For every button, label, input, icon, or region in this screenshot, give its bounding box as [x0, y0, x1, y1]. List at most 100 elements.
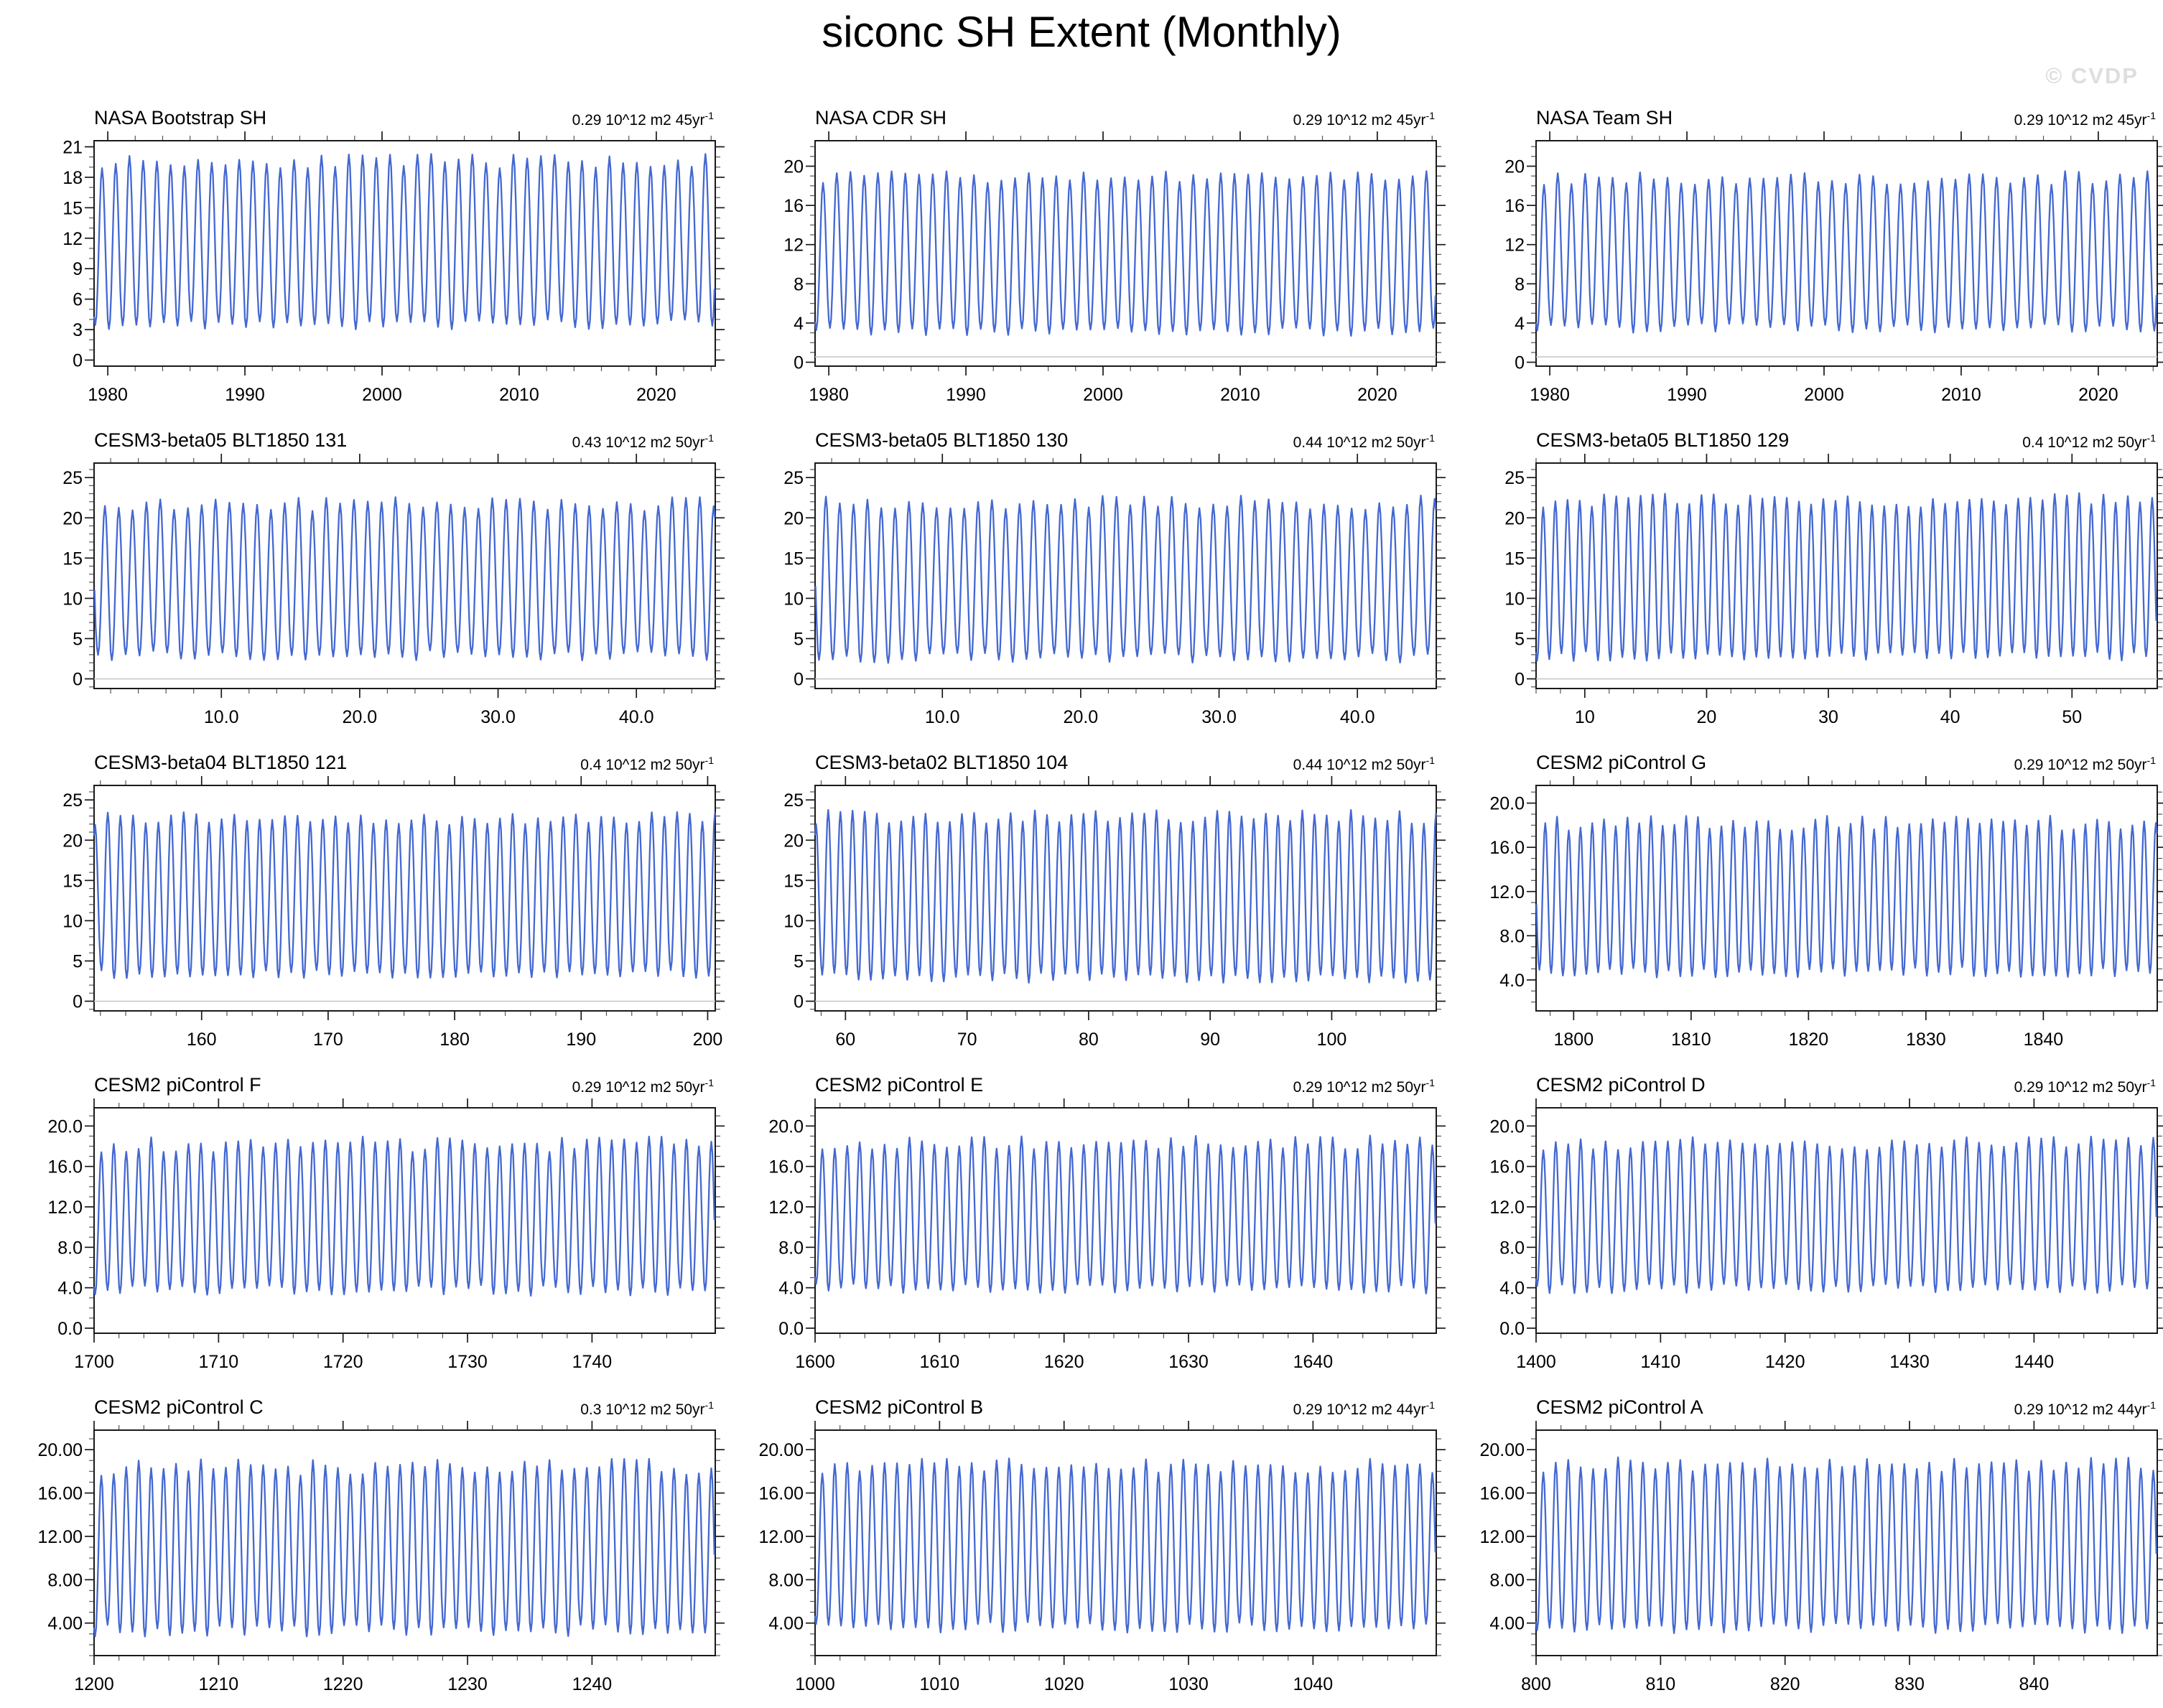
svg-text:12: 12	[783, 235, 804, 256]
svg-text:30.0: 30.0	[480, 707, 516, 727]
svg-text:40: 40	[1940, 707, 1960, 727]
line-chart: 1400 1410 1420 1430 1440 0.0 4.0 8.0 12.0 16.0 20.…	[1489, 1098, 2163, 1372]
line-chart: 1800 1810 1820 1830 1840 4.0 8.0 12.0 16.0 20.0	[1489, 776, 2163, 1050]
line-chart: 160 170 180 190 200 0 5 10 15 20 25	[62, 776, 725, 1050]
svg-text:25: 25	[62, 468, 83, 488]
svg-text:2020: 2020	[636, 385, 676, 405]
trend-annotation: 0.44 10^12 m2 50yr-1	[1293, 432, 1435, 452]
trend-value: 0.29 10^12 m2 50yr	[572, 1079, 705, 1096]
svg-text:1720: 1720	[323, 1352, 363, 1372]
trend-value: 0.29 10^12 m2 50yr	[2014, 757, 2147, 773]
line-chart: 800 810 820 830 840 4.00 8.00 12.00 16.00 20.00	[1479, 1421, 2163, 1694]
trend-exponent: -1	[2146, 1077, 2156, 1088]
svg-text:20: 20	[783, 157, 804, 177]
svg-text:80: 80	[1079, 1030, 1099, 1050]
panel-title: CESM2 piControl C	[94, 1396, 264, 1418]
svg-text:60: 60	[835, 1030, 855, 1050]
svg-text:8.00: 8.00	[1489, 1570, 1525, 1590]
svg-text:170: 170	[313, 1030, 343, 1050]
svg-text:1730: 1730	[447, 1352, 488, 1372]
svg-text:1240: 1240	[572, 1674, 613, 1694]
svg-text:180: 180	[439, 1030, 470, 1050]
svg-text:16: 16	[1504, 196, 1525, 216]
svg-text:1010: 1010	[920, 1674, 960, 1694]
svg-text:20.00: 20.00	[758, 1440, 804, 1460]
svg-text:5: 5	[1515, 629, 1525, 649]
trend-annotation: 0.29 10^12 m2 45yr-1	[1293, 110, 1435, 129]
svg-text:12.0: 12.0	[47, 1198, 83, 1218]
trend-annotation: 0.29 10^12 m2 44yr-1	[1293, 1399, 1435, 1419]
svg-text:10.0: 10.0	[925, 707, 960, 727]
trend-exponent: -1	[1425, 1077, 1435, 1088]
svg-text:20.0: 20.0	[1489, 794, 1525, 814]
trend-exponent: -1	[1425, 1399, 1435, 1411]
trend-value: 0.44 10^12 m2 50yr	[1293, 757, 1426, 773]
svg-text:1410: 1410	[1641, 1352, 1681, 1372]
svg-text:20: 20	[1504, 157, 1525, 177]
svg-text:16.0: 16.0	[768, 1157, 804, 1177]
trend-exponent: -1	[704, 432, 714, 444]
trend-value: 0.43 10^12 m2 50yr	[572, 434, 705, 451]
panel-cesm2-picontrol-a: CESM2 piControl A 0.29 10^12 m2 44yr-1 80…	[1442, 1384, 2163, 1707]
svg-text:1000: 1000	[795, 1674, 835, 1694]
svg-text:160: 160	[187, 1030, 217, 1050]
trend-exponent: -1	[1425, 110, 1435, 121]
trend-annotation: 0.29 10^12 m2 45yr-1	[572, 110, 714, 129]
svg-text:4: 4	[794, 314, 804, 334]
trend-exponent: -1	[2146, 432, 2156, 444]
svg-text:4.0: 4.0	[1499, 1279, 1525, 1299]
svg-text:8.00: 8.00	[768, 1570, 804, 1590]
svg-text:100: 100	[1317, 1030, 1347, 1050]
panel-title: CESM3-beta05 BLT1850 131	[94, 429, 348, 451]
svg-text:2020: 2020	[2078, 385, 2118, 405]
svg-text:20.00: 20.00	[1479, 1440, 1525, 1460]
trend-annotation: 0.29 10^12 m2 50yr-1	[1293, 1077, 1435, 1096]
svg-text:820: 820	[1770, 1674, 1800, 1694]
svg-text:2020: 2020	[1357, 385, 1397, 405]
svg-text:2010: 2010	[1220, 385, 1260, 405]
trend-exponent: -1	[1425, 432, 1435, 444]
svg-text:4: 4	[1515, 314, 1525, 334]
trend-value: 0.29 10^12 m2 45yr	[2014, 112, 2147, 129]
svg-text:12: 12	[62, 229, 83, 249]
svg-text:1400: 1400	[1516, 1352, 1556, 1372]
svg-text:18: 18	[62, 168, 83, 188]
svg-text:12.0: 12.0	[1489, 882, 1525, 902]
svg-text:0.0: 0.0	[57, 1319, 83, 1339]
panel-title: CESM3-beta04 BLT1850 121	[94, 752, 348, 773]
trend-annotation: 0.4 10^12 m2 50yr-1	[580, 755, 714, 774]
svg-text:1990: 1990	[1667, 385, 1707, 405]
svg-text:20.00: 20.00	[37, 1440, 83, 1460]
svg-text:21: 21	[62, 137, 83, 157]
svg-text:1800: 1800	[1554, 1030, 1594, 1050]
svg-text:70: 70	[957, 1030, 977, 1050]
svg-text:12: 12	[1504, 235, 1525, 256]
svg-text:12.00: 12.00	[1479, 1527, 1525, 1547]
trend-exponent: -1	[2146, 1399, 2156, 1411]
panel-title: CESM3-beta02 BLT1850 104	[815, 752, 1069, 773]
svg-text:16.0: 16.0	[1489, 838, 1525, 858]
svg-text:40.0: 40.0	[1340, 707, 1375, 727]
svg-text:1600: 1600	[795, 1352, 835, 1372]
panel-nasa-team-sh: NASA Team SH 0.29 10^12 m2 45yr-1 1980 199…	[1442, 95, 2163, 417]
svg-text:0: 0	[73, 992, 83, 1012]
svg-text:1030: 1030	[1168, 1674, 1209, 1694]
svg-text:25: 25	[1504, 468, 1525, 488]
line-chart: 1980 1990 2000 2010 2020 0 4 8 12 16 20	[1504, 131, 2163, 405]
svg-text:4.00: 4.00	[47, 1614, 83, 1634]
svg-text:1420: 1420	[1765, 1352, 1805, 1372]
trend-value: 0.29 10^12 m2 50yr	[2014, 1079, 2147, 1096]
panel-nasa-bootstrap-sh: NASA Bootstrap SH 0.29 10^12 m2 45yr-1 19…	[0, 95, 725, 417]
svg-text:1200: 1200	[74, 1674, 114, 1694]
svg-text:6: 6	[73, 290, 83, 310]
svg-text:1630: 1630	[1168, 1352, 1209, 1372]
line-chart: 1600 1610 1620 1630 1640 0.0 4.0 8.0 12.0 16.0 20.…	[768, 1098, 1446, 1372]
trend-exponent: -1	[2146, 110, 2156, 121]
panel-title: CESM2 piControl D	[1536, 1074, 1706, 1096]
svg-text:1980: 1980	[809, 385, 849, 405]
svg-text:40.0: 40.0	[619, 707, 654, 727]
panel-cesm3-beta05-129: CESM3-beta05 BLT1850 129 0.4 10^12 m2 50y…	[1442, 417, 2163, 739]
panel-cesm3-beta05-131: CESM3-beta05 BLT1850 131 0.43 10^12 m2 50…	[0, 417, 725, 739]
line-chart: 10 20 30 40 50 0 5 10 15 20 25	[1504, 454, 2163, 727]
svg-text:20: 20	[1504, 508, 1525, 528]
